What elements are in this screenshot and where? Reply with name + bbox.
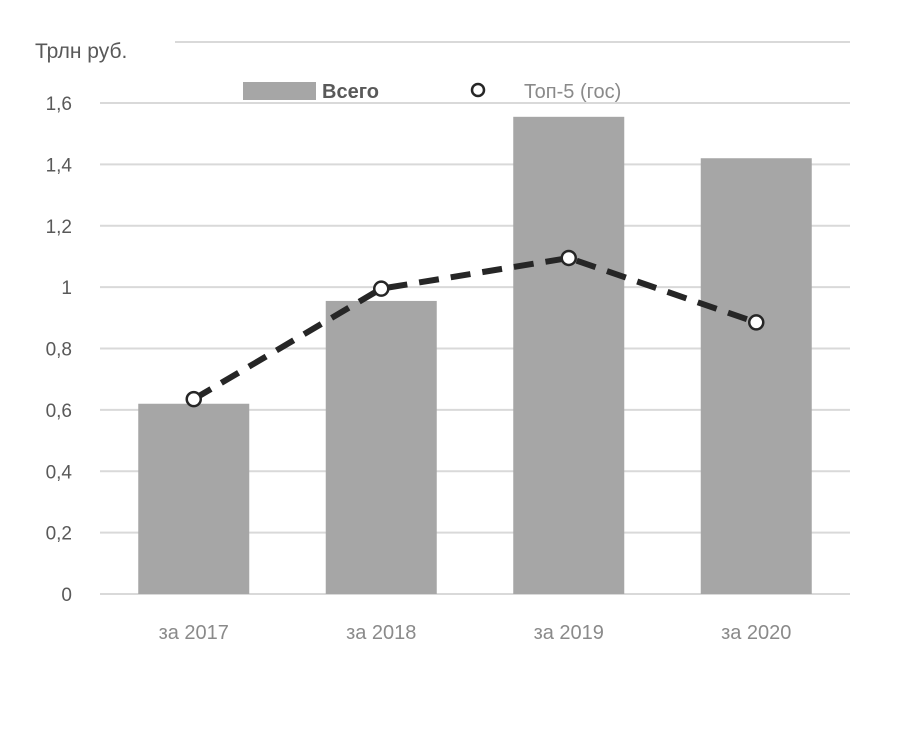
y-unit-label: Трлн руб. [35,40,127,63]
line-series [185,249,765,408]
y-tick-label: 0,6 [46,401,72,422]
y-tick-label: 1,2 [46,217,72,238]
line-point-1 [373,280,390,297]
x-tick-label: за 2020 [721,622,791,644]
line-point-2 [560,249,577,267]
bar-series [138,116,812,595]
y-tick-label: 0 [61,585,72,606]
bar-1 [325,300,437,594]
x-axis-ticks: за 2017 за 2018 за 2019 за 2020 [159,622,792,644]
legend-bar-label: Всего [322,81,379,103]
y-tick-label: 0,8 [46,340,72,361]
line-point-3 [748,314,765,331]
legend: Всего Топ-5 (гос) [243,81,621,103]
y-tick-label: 1,4 [46,155,73,176]
x-tick-label: за 2019 [534,622,604,644]
bar-2 [513,116,625,594]
bar-0 [138,403,250,594]
y-tick-label: 0,4 [46,462,73,483]
y-tick-label: 1,6 [46,94,72,115]
x-tick-label: за 2017 [159,622,229,644]
legend-line-marker [470,82,486,98]
y-tick-label: 0,2 [46,524,72,545]
legend-line-label: Топ-5 (гос) [524,81,621,103]
y-tick-label: 1 [61,278,72,299]
line-point-0 [185,390,202,408]
legend-bar-swatch [243,82,316,100]
line-path [192,254,758,402]
bar-3 [700,158,812,595]
x-tick-label: за 2018 [346,622,416,644]
y-axis-ticks: 0 0,2 0,4 0,6 0,8 1 1,2 1,4 1,6 [46,94,73,606]
